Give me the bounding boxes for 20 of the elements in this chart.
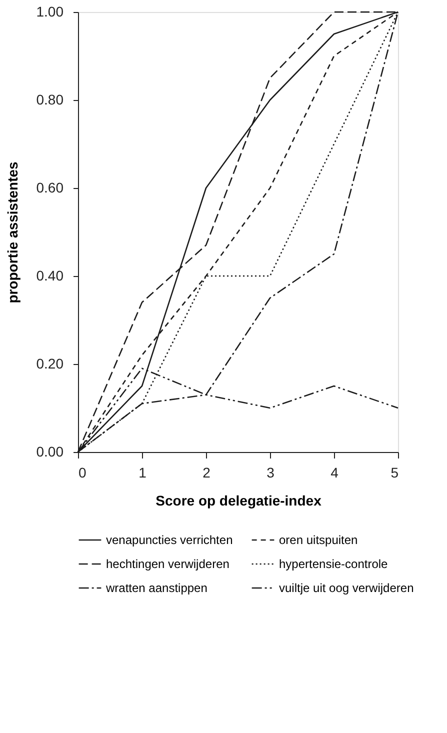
x-tick-label: 2 [202,464,211,480]
legend-label: hechtingen verwijderen [106,557,230,571]
y-tick-label: 0.60 [36,180,64,196]
x-tick-label: 3 [266,464,275,480]
x-tick-label: 4 [330,464,339,480]
x-tick-label: 1 [138,464,147,480]
legend-label: venapuncties verrichten [106,533,233,547]
y-tick-label: 0.20 [36,356,64,372]
y-axis-title: proportie assistentes [4,161,20,304]
x-axis-title: Score op delegatie-index [156,492,322,508]
legend-label: vuiltje uit oog verwijderen [279,581,414,595]
y-tick-label: 0.00 [36,444,64,460]
legend-label: wratten aanstippen [105,581,208,595]
y-tick-label: 0.40 [36,268,64,284]
y-tick-label: 1.00 [36,4,64,20]
x-tick-label: 5 [390,464,399,480]
legend-label: oren uitspuiten [279,533,358,547]
legend-label: hypertensie-controle [279,557,388,571]
y-tick-label: 0.80 [36,92,64,108]
x-tick-label: 0 [78,464,86,480]
